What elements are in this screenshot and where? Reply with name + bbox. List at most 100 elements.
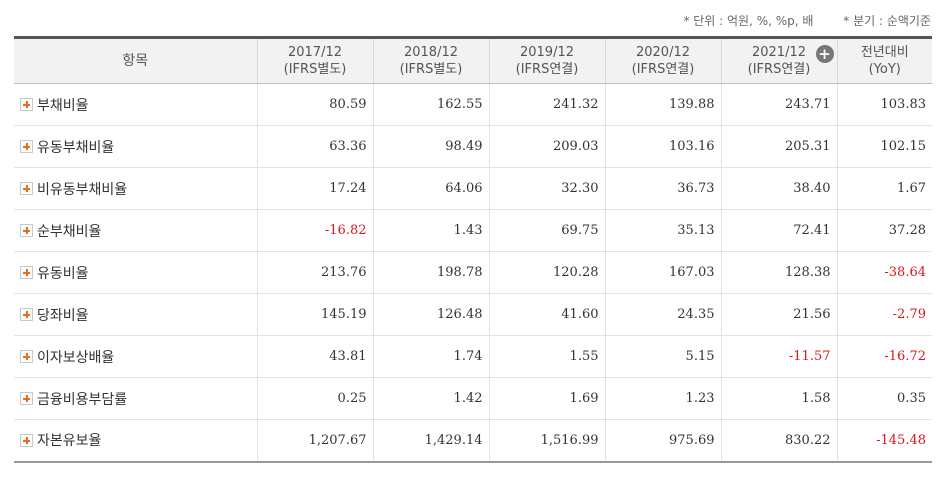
row-label: 순부채비율	[37, 223, 102, 240]
value-cell: -2.79	[836, 293, 932, 336]
value-cell: 975.69	[604, 419, 721, 463]
expand-plus-icon[interactable]	[20, 182, 33, 195]
row-label-cell[interactable]: 금융비용부담률	[14, 377, 257, 420]
expand-plus-icon[interactable]	[20, 308, 33, 321]
table-body: 부채비율 80.59 162.55 241.32 139.88 243.71 103.83 유…	[14, 83, 932, 463]
expand-plus-icon[interactable]	[20, 140, 33, 153]
table-row: 유동비율 213.76 198.78 120.28 167.03 128.38 -38.64	[14, 251, 932, 294]
value-cell: 126.48	[372, 293, 489, 336]
value-cell: 63.36	[256, 125, 373, 168]
value-cell: 167.03	[604, 251, 721, 294]
expand-plus-icon[interactable]	[20, 224, 33, 237]
table-row: 부채비율 80.59 162.55 241.32 139.88 243.71 103.83	[14, 83, 932, 126]
expand-plus-icon[interactable]	[20, 392, 33, 405]
row-label: 자본유보율	[37, 433, 102, 450]
value-cell: 1.55	[488, 335, 605, 378]
table-row: 비유동부채비율 17.24 64.06 32.30 36.73 38.40 1.67	[14, 167, 932, 210]
value-cell: 24.35	[604, 293, 721, 336]
value-cell: 128.38	[720, 251, 837, 294]
value-cell: 43.81	[256, 335, 373, 378]
value-cell: 102.15	[836, 125, 932, 168]
row-label-cell[interactable]: 유동부채비율	[14, 125, 257, 168]
table-row: 금융비용부담률 0.25 1.42 1.69 1.23 1.58 0.35	[14, 377, 932, 420]
expand-plus-icon[interactable]	[20, 266, 33, 279]
expand-plus-icon[interactable]	[20, 433, 33, 447]
value-cell: 1.23	[604, 377, 721, 420]
value-cell: 1.42	[372, 377, 489, 420]
value-cell: 209.03	[488, 125, 605, 168]
row-label: 유동비율	[37, 265, 89, 282]
header-col-yoy: 전년대비 (YoY)	[836, 37, 932, 84]
header-item: 항목	[14, 37, 257, 84]
value-cell: 21.56	[720, 293, 837, 336]
value-cell: 72.41	[720, 209, 837, 252]
value-cell: 1.69	[488, 377, 605, 420]
value-cell: 0.25	[256, 377, 373, 420]
value-cell: 5.15	[604, 335, 721, 378]
value-cell: -145.48	[836, 419, 932, 463]
value-cell: 37.28	[836, 209, 932, 252]
value-cell: 0.35	[836, 377, 932, 420]
row-label-cell[interactable]: 자본유보율	[14, 419, 257, 463]
row-label: 유동부채비율	[37, 139, 115, 156]
value-cell: -38.64	[836, 251, 932, 294]
header-col-2021: 2021/12 (IFRS연결) +	[720, 37, 837, 84]
row-label: 당좌비율	[37, 307, 89, 324]
value-cell: -16.72	[836, 335, 932, 378]
value-cell: 38.40	[720, 167, 837, 210]
value-cell: 198.78	[372, 251, 489, 294]
value-cell: 162.55	[372, 83, 489, 126]
value-cell: 36.73	[604, 167, 721, 210]
value-cell: 145.19	[256, 293, 373, 336]
table-row: 유동부채비율 63.36 98.49 209.03 103.16 205.31 102.15	[14, 125, 932, 168]
value-cell: 205.31	[720, 125, 837, 168]
value-cell: 1.43	[372, 209, 489, 252]
value-cell: 139.88	[604, 83, 721, 126]
row-label: 금융비용부담률	[37, 391, 128, 408]
row-label-cell[interactable]: 이자보상배율	[14, 335, 257, 378]
value-cell: 32.30	[488, 167, 605, 210]
value-cell: 98.49	[372, 125, 489, 168]
row-label-cell[interactable]: 유동비율	[14, 251, 257, 294]
value-cell: 17.24	[256, 167, 373, 210]
plus-circle-icon[interactable]: +	[815, 45, 834, 63]
value-cell: 120.28	[488, 251, 605, 294]
value-cell: 1.67	[836, 167, 932, 210]
table-notes: * 단위 : 억원, %, %p, 배 * 분기 : 순액기준	[657, 12, 931, 29]
header-col-2019: 2019/12 (IFRS연결)	[488, 37, 605, 84]
header-col-2018: 2018/12 (IFRS별도)	[372, 37, 489, 84]
row-label-cell[interactable]: 비유동부채비율	[14, 167, 257, 210]
value-cell: 830.22	[720, 419, 837, 463]
value-cell: -16.82	[256, 209, 373, 252]
row-label-cell[interactable]: 당좌비율	[14, 293, 257, 336]
value-cell: 1,516.99	[488, 419, 605, 463]
value-cell: 80.59	[256, 83, 373, 126]
quarter-note: * 분기 : 순액기준	[843, 14, 931, 28]
row-label-cell[interactable]: 부채비율	[14, 83, 257, 126]
value-cell: 1.58	[720, 377, 837, 420]
value-cell: 1,207.67	[256, 419, 373, 463]
value-cell: 64.06	[372, 167, 489, 210]
value-cell: 103.83	[836, 83, 932, 126]
value-cell: 103.16	[604, 125, 721, 168]
expand-plus-icon[interactable]	[20, 98, 33, 111]
table-row: 자본유보율 1,207.67 1,429.14 1,516.99 975.69 830.2…	[14, 419, 932, 463]
value-cell: 1.74	[372, 335, 489, 378]
value-cell: -11.57	[720, 335, 837, 378]
row-label: 부채비율	[37, 97, 89, 114]
value-cell: 41.60	[488, 293, 605, 336]
row-label: 비유동부채비율	[37, 181, 128, 198]
table-row: 이자보상배율 43.81 1.74 1.55 5.15 -11.57 -16.72	[14, 335, 932, 378]
table-row: 순부채비율 -16.82 1.43 69.75 35.13 72.41 37.28	[14, 209, 932, 252]
table-header-row: 항목 2017/12 (IFRS별도) 2018/12 (IFRS별도) 2019/…	[14, 37, 932, 84]
financial-ratio-table-wrapper: 항목 2017/12 (IFRS별도) 2018/12 (IFRS별도) 2019/…	[14, 36, 932, 463]
row-label: 이자보상배율	[37, 349, 115, 366]
value-cell: 213.76	[256, 251, 373, 294]
value-cell: 243.71	[720, 83, 837, 126]
value-cell: 1,429.14	[372, 419, 489, 463]
header-col-2017: 2017/12 (IFRS별도)	[256, 37, 373, 84]
value-cell: 241.32	[488, 83, 605, 126]
financial-ratio-table: 항목 2017/12 (IFRS별도) 2018/12 (IFRS별도) 2019/…	[14, 36, 932, 463]
row-label-cell[interactable]: 순부채비율	[14, 209, 257, 252]
expand-plus-icon[interactable]	[20, 350, 33, 363]
